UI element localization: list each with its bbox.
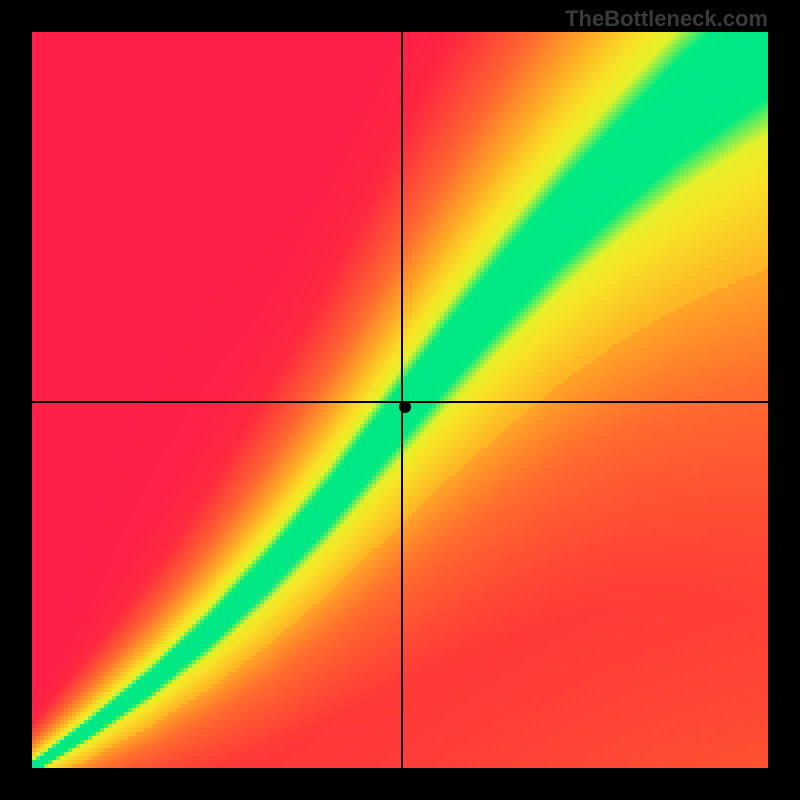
chart-container: { "watermark": { "text": "TheBottleneck.… — [0, 0, 800, 800]
bottleneck-heatmap — [32, 32, 768, 768]
watermark-text: TheBottleneck.com — [565, 6, 768, 32]
